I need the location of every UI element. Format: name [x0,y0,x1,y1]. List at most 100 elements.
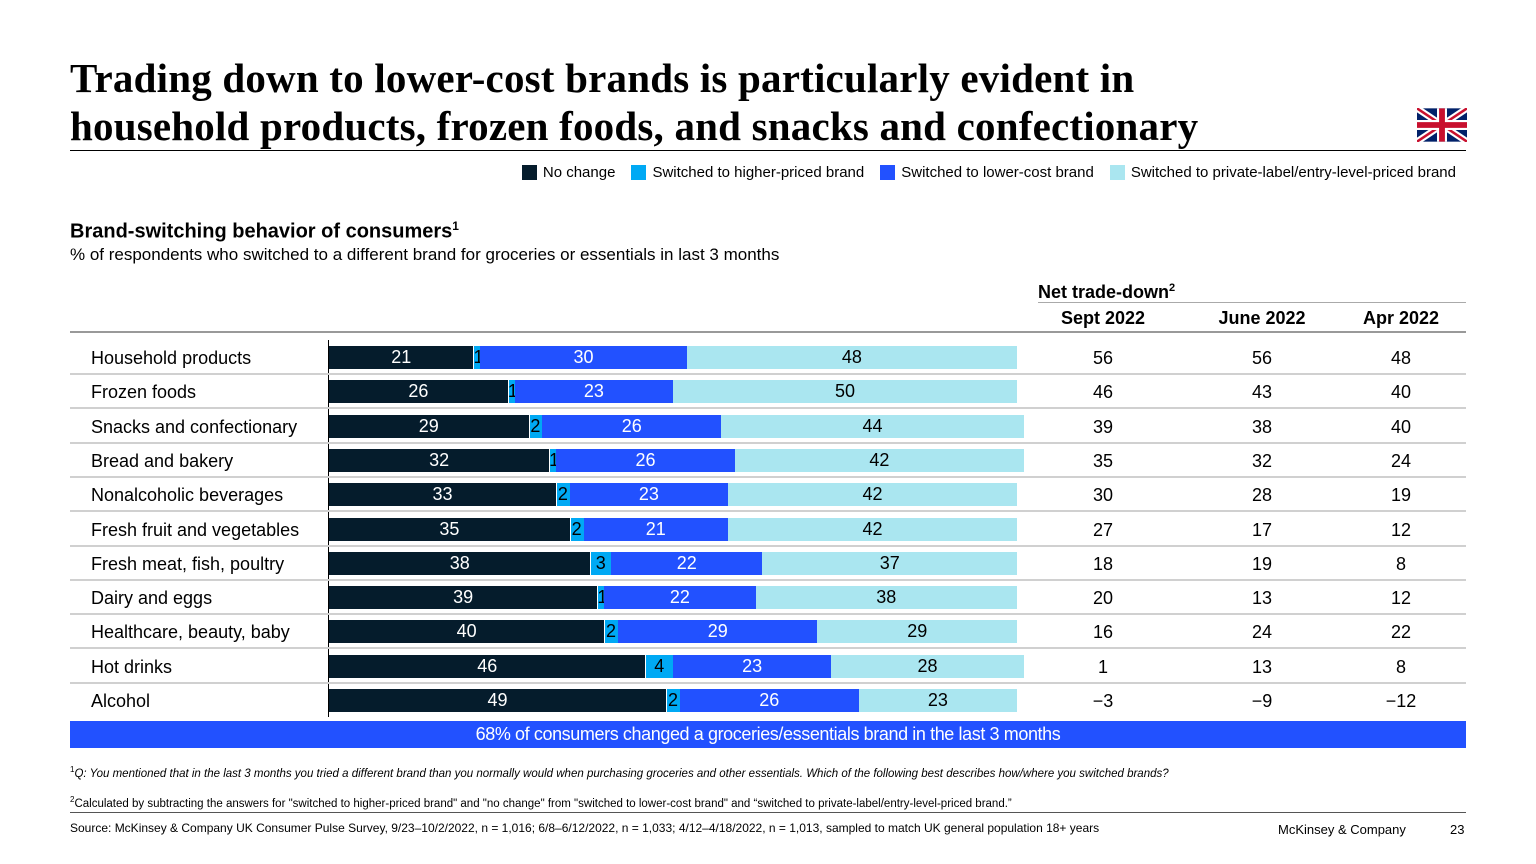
row-separator [70,647,1466,650]
net-trade-down-value: 13 [1251,588,1273,609]
bar-no-change: 35 [329,517,570,541]
page-number: 23 [1450,822,1465,837]
bar-higher-priced: 1 [473,346,484,369]
summary-banner: 68% of consumers changed a groceries/ess… [70,721,1466,748]
bar-private-label: 50 [673,380,1017,404]
net-trade-down-value: 40 [1390,382,1412,403]
net-trade-down-value: 1 [1097,656,1108,677]
column-header: Sept 2022 [1060,308,1146,328]
bar-lower-cost: 23 [673,654,832,678]
row-separator [70,373,1466,375]
bar-private-label: 42 [728,517,1017,541]
legend-item: Switched to lower-cost brand [880,164,1094,181]
column-header: Apr 2022 [1362,308,1440,328]
net-trade-down-value: 13 [1251,656,1273,677]
legend-swatch [1109,165,1125,180]
net-trade-down-label: Net trade-down [1038,282,1170,302]
legend-item: No change [521,164,615,181]
net-trade-down-value: 8 [1395,656,1406,677]
bar-higher-priced: 3 [590,551,612,575]
bar-no-change: 33 [329,483,557,507]
bar-no-change: 38 [329,551,591,575]
column-header: June 2022 [1218,308,1306,328]
bar-no-change: 46 [329,654,646,678]
net-trade-down-value: 12 [1390,519,1412,540]
axis-line [328,340,329,717]
footnote-marker: 1 [70,765,75,774]
category-label: Snacks and confectionary [91,416,298,437]
bar-higher-priced: 2 [528,414,543,438]
category-label: Fresh meat, fish, poultry [91,553,285,574]
footnote-text: Calculated by subtracting the answers fo… [74,797,1012,810]
net-trade-down-value: 40 [1390,416,1412,437]
category-label: Bread and bakery [91,450,234,471]
row-separator [70,407,1466,410]
row-separator [70,544,1466,547]
bar-no-change: 26 [329,380,508,404]
title-line-2: household products, frozen foods, and sn… [70,103,1199,149]
net-trade-down-value: 56 [1092,348,1114,368]
legend-label: Switched to lower-cost brand [901,164,1094,181]
bar-lower-cost: 29 [617,620,818,644]
brand-name: McKinsey & Company [1278,822,1406,837]
net-trade-down-value: 18 [1092,553,1114,574]
net-trade-down-value: 32 [1251,450,1273,471]
legend: No change Switched to higher-priced bran… [521,164,1456,181]
bar-private-label: 42 [734,448,1024,472]
net-trade-down-value: 39 [1092,416,1114,437]
net-trade-down-header: Net trade-down2 [1038,282,1175,303]
bar-no-change: 21 [329,346,474,369]
bar-private-label: 28 [831,654,1024,678]
bar-higher-priced: 1 [549,448,560,472]
bar-lower-cost: 30 [480,346,687,369]
header-rule [1038,302,1466,303]
bar-no-change: 49 [329,689,667,712]
chart-title-text: Brand-switching behavior of consumers [70,220,453,243]
net-trade-down-value: −3 [1092,691,1114,711]
category-label: Healthcare, beauty, baby [91,622,290,643]
source-note: Source: McKinsey & Company UK Consumer P… [70,821,1100,835]
footnote-ref: 1 [452,219,459,233]
net-trade-down-value: 28 [1251,485,1273,506]
net-trade-down-value: 30 [1092,485,1114,506]
net-trade-down-value: 43 [1251,382,1273,403]
net-trade-down-value: 19 [1251,553,1273,574]
bar-private-label: 38 [755,586,1017,610]
bar-private-label: 48 [686,346,1017,369]
net-trade-down-value: 56 [1251,348,1273,368]
bar-higher-priced: 2 [666,689,680,712]
category-label: Household products [91,348,252,368]
title-line-1: Trading down to lower-cost brands is par… [70,55,1135,101]
bar-lower-cost: 23 [569,483,729,507]
chart-title: Brand-switching behavior of consumers1 [70,219,459,244]
net-trade-down-value: −12 [1385,691,1417,711]
footnote-1: 1Q: You mentioned that in the last 3 mon… [70,762,1220,782]
net-trade-down-value: −9 [1251,691,1273,711]
bar-lower-cost: 21 [583,517,729,541]
net-trade-down-value: 19 [1390,485,1412,506]
slide-title: Trading down to lower-cost brands is par… [70,54,1198,150]
net-trade-down-value: 20 [1092,588,1114,609]
net-trade-down-value: 17 [1251,519,1273,540]
footnote-text: Q: You mentioned that in the last 3 mont… [74,767,1169,780]
bar-private-label: 37 [762,551,1017,575]
bar-higher-priced: 1 [507,380,518,404]
bar-higher-priced: 2 [569,517,584,541]
category-label: Frozen foods [91,382,197,403]
net-trade-down-value: 46 [1092,382,1114,403]
bar-lower-cost: 23 [514,380,673,404]
net-trade-down-value: 22 [1390,622,1412,643]
category-label: Alcohol [91,691,151,711]
chart-subtitle: % of respondents who switched to a diffe… [70,245,780,264]
net-trade-down-value: 35 [1092,450,1114,471]
net-trade-down-value: 24 [1390,450,1412,471]
table-header-rule [70,331,1466,333]
footnote-marker: 2 [70,795,75,804]
bar-no-change: 29 [329,414,529,438]
uk-flag-icon [1417,108,1467,142]
bar-higher-priced: 1 [597,586,608,610]
category-label: Hot drinks [91,656,173,677]
footnote-2: 2Calculated by subtracting the answers f… [70,792,1220,812]
bar-higher-priced: 2 [604,620,618,644]
net-trade-down-value: 27 [1092,519,1114,540]
